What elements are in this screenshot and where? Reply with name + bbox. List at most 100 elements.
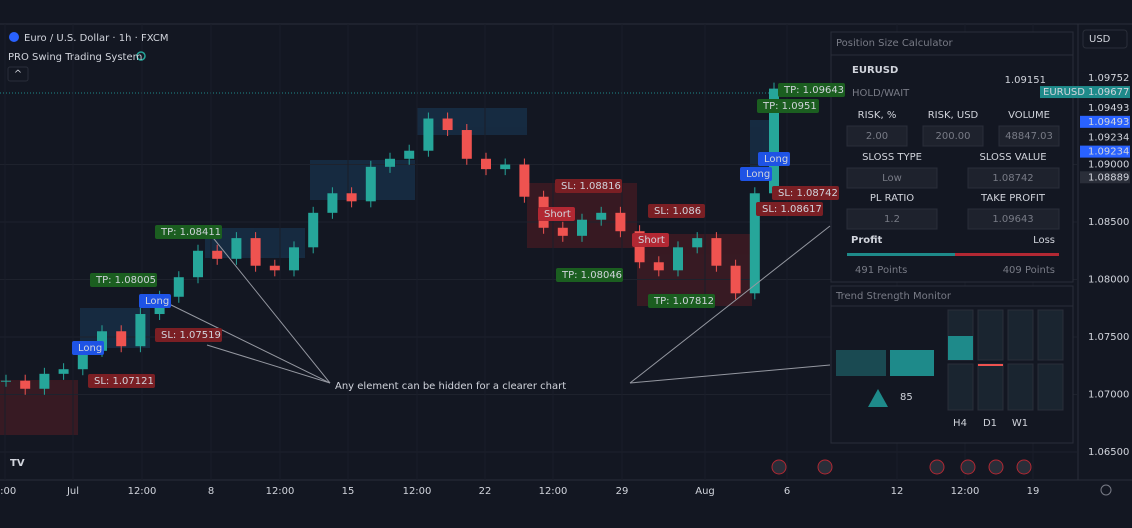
price-marker-label: 1.09493 — [1088, 117, 1129, 128]
currency-button[interactable] — [1082, 29, 1128, 49]
candle — [461, 130, 472, 159]
field-label: VOLUME — [1008, 110, 1050, 121]
time-label: 6 — [784, 486, 790, 497]
gauge-cell — [1037, 363, 1064, 411]
trade-label-box — [757, 99, 819, 113]
event-icon[interactable] — [988, 459, 1004, 475]
event-icon[interactable] — [960, 459, 976, 475]
time-label: 2:00 — [0, 486, 16, 497]
candle — [250, 238, 261, 266]
indicator-icon — [136, 51, 146, 61]
symbol-logo — [9, 32, 19, 42]
price-tag-label: EURUSD — [1043, 87, 1085, 98]
candle — [653, 262, 664, 271]
symbol-title: Euro / U.S. Dollar · 1h · FXCM — [24, 33, 168, 44]
time-label: Jul — [66, 486, 79, 497]
up-triangle — [868, 389, 888, 407]
time-label: 19 — [1027, 486, 1040, 497]
trade-label-box — [556, 268, 623, 282]
trade-label-box — [538, 207, 575, 221]
candle — [423, 118, 434, 151]
collapse-button[interactable] — [7, 66, 29, 82]
zone — [417, 108, 527, 135]
input-box[interactable] — [922, 125, 984, 147]
y-tick-label: 1.06500 — [1088, 447, 1129, 458]
y-tick-label: 1.08000 — [1088, 275, 1129, 286]
field-label: PL RATIO — [870, 193, 914, 204]
status: HOLD/WAIT — [852, 88, 910, 99]
arrows — [164, 225, 831, 384]
price-marker-label: 1.09752 — [1088, 73, 1129, 84]
calculator-title: Position Size Calculator — [836, 38, 953, 49]
trade-label: TP: 1.09643 — [783, 85, 844, 96]
candle — [519, 164, 530, 197]
trade-label-box — [648, 204, 705, 218]
trade-label: Long — [764, 154, 788, 165]
trade-label: SL: 1.07121 — [94, 376, 154, 387]
trade-label: SL: 1.08742 — [778, 188, 838, 199]
candle — [385, 158, 395, 167]
candle — [730, 265, 741, 294]
price-marker — [1080, 101, 1130, 114]
collapse-icon: ^ — [14, 69, 22, 80]
trade-label-box — [155, 225, 222, 239]
trade-label: Long — [145, 296, 169, 307]
event-icon[interactable] — [817, 459, 833, 475]
gauge-cell — [1007, 363, 1034, 411]
time-label: 12 — [891, 486, 904, 497]
price-marker — [1080, 131, 1130, 144]
field-label: SLOSS TYPE — [862, 152, 922, 163]
settings-icon[interactable] — [1100, 484, 1112, 496]
tv-logo: TV — [10, 458, 25, 469]
gauge-cell — [1007, 309, 1034, 361]
trade-label: TP: 1.0951 — [762, 101, 817, 112]
price-chart — [0, 24, 1078, 480]
strength-value: 85 — [900, 392, 913, 403]
profit-points: 491 Points — [855, 265, 907, 276]
time-label: 8 — [208, 486, 214, 497]
time-label: Aug — [695, 486, 715, 497]
price-marker-label: 1.08889 — [1088, 172, 1129, 183]
time-label: 12:00 — [951, 486, 980, 497]
gauge-cell — [947, 363, 974, 411]
field-value: 2.00 — [866, 131, 888, 142]
candle — [481, 158, 491, 170]
price-marker — [1080, 171, 1130, 184]
candle — [673, 247, 683, 271]
loss-points: 409 Points — [1003, 265, 1055, 276]
candle — [577, 219, 587, 236]
price-tag — [1040, 86, 1080, 99]
input-box[interactable] — [846, 208, 938, 230]
candle — [327, 193, 338, 213]
candle — [1, 380, 11, 382]
candle — [615, 212, 626, 232]
candle — [231, 238, 242, 259]
trade-label: TP: 1.07812 — [653, 296, 714, 307]
price-marker — [1080, 115, 1130, 128]
event-icon[interactable] — [929, 459, 945, 475]
trade-label-box — [632, 233, 669, 247]
time-label: 12:00 — [539, 486, 568, 497]
arrow — [164, 301, 331, 384]
price-marker — [1080, 72, 1130, 85]
input-box[interactable] — [846, 125, 908, 147]
event-icon[interactable] — [771, 459, 787, 475]
input-box[interactable] — [846, 167, 938, 189]
zone — [310, 160, 415, 200]
strength-bar — [836, 350, 886, 376]
currency: USD — [1089, 34, 1111, 45]
price-marker-label: 1.09234 — [1088, 147, 1129, 158]
gauge-cell — [977, 309, 1004, 361]
time-label: 22 — [479, 486, 492, 497]
candle — [289, 247, 299, 271]
profit-bar — [847, 253, 955, 256]
trade-label-box — [772, 186, 839, 200]
input-box[interactable] — [967, 208, 1060, 230]
input-box[interactable] — [967, 167, 1060, 189]
price-marker-label: 1.09677 — [1088, 87, 1129, 98]
candle — [557, 227, 568, 236]
event-icon[interactable] — [1016, 459, 1032, 475]
input-box[interactable] — [998, 125, 1060, 147]
pair: EURUSD — [852, 65, 898, 76]
indicator-name: PRO Swing Trading System — [8, 52, 142, 63]
